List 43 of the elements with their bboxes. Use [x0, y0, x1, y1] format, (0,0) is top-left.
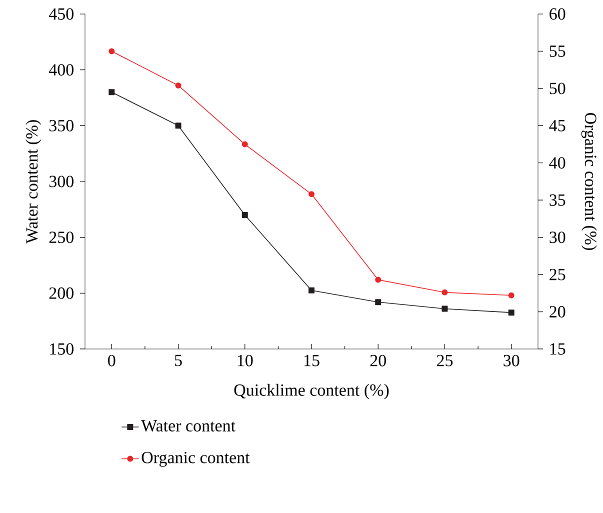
- point: [242, 141, 248, 148]
- point: [108, 48, 115, 54]
- y-tick-label: 350: [49, 120, 74, 132]
- y2-tick-label: 30: [550, 232, 566, 244]
- point: [508, 292, 514, 298]
- x-tick-label: 0: [108, 354, 116, 366]
- y-tick-label: 300: [49, 176, 74, 188]
- y2-tick-label: 25: [550, 268, 566, 280]
- y-tick-label: 250: [49, 232, 74, 244]
- x-axis-title: Quicklime content (%): [234, 384, 389, 400]
- y2-axis-title: Organic content (%): [581, 112, 597, 250]
- y2-tick-label: 15: [550, 343, 566, 355]
- y-tick-label: 200: [49, 287, 74, 299]
- y-tick-label: 400: [48, 64, 74, 76]
- point: [375, 299, 382, 306]
- y2-tick-label: 35: [550, 194, 566, 206]
- point: [508, 310, 514, 316]
- point: [308, 191, 314, 198]
- legend-label: Organic content: [142, 452, 250, 467]
- y2-tick-label: 20: [550, 306, 566, 318]
- point: [175, 82, 182, 88]
- y2-tick-label: 60: [550, 8, 566, 20]
- point: [308, 287, 314, 294]
- y-tick-label: 450: [48, 8, 74, 20]
- x-tick-label: 30: [504, 354, 520, 366]
- point: [242, 212, 248, 218]
- x-tick-label: 25: [436, 354, 453, 366]
- point: [375, 276, 382, 283]
- x-tick-label: 5: [175, 354, 182, 366]
- x-tick-label: 15: [304, 354, 320, 366]
- x-tick-label: 10: [238, 354, 253, 366]
- y-tick-label: 150: [50, 343, 74, 355]
- y2-tick-label: 50: [550, 82, 566, 94]
- x-tick-label: 20: [370, 354, 386, 366]
- y-axis-title: Water content (%): [26, 120, 42, 244]
- point: [442, 306, 448, 312]
- y2-tick-label: 45: [549, 120, 566, 132]
- point: [442, 289, 448, 296]
- point: [175, 122, 182, 129]
- y2-tick-label: 40: [549, 157, 566, 169]
- legend-label: Water content: [141, 420, 236, 432]
- point: [108, 89, 115, 96]
- y2-tick-label: 55: [550, 46, 566, 57]
